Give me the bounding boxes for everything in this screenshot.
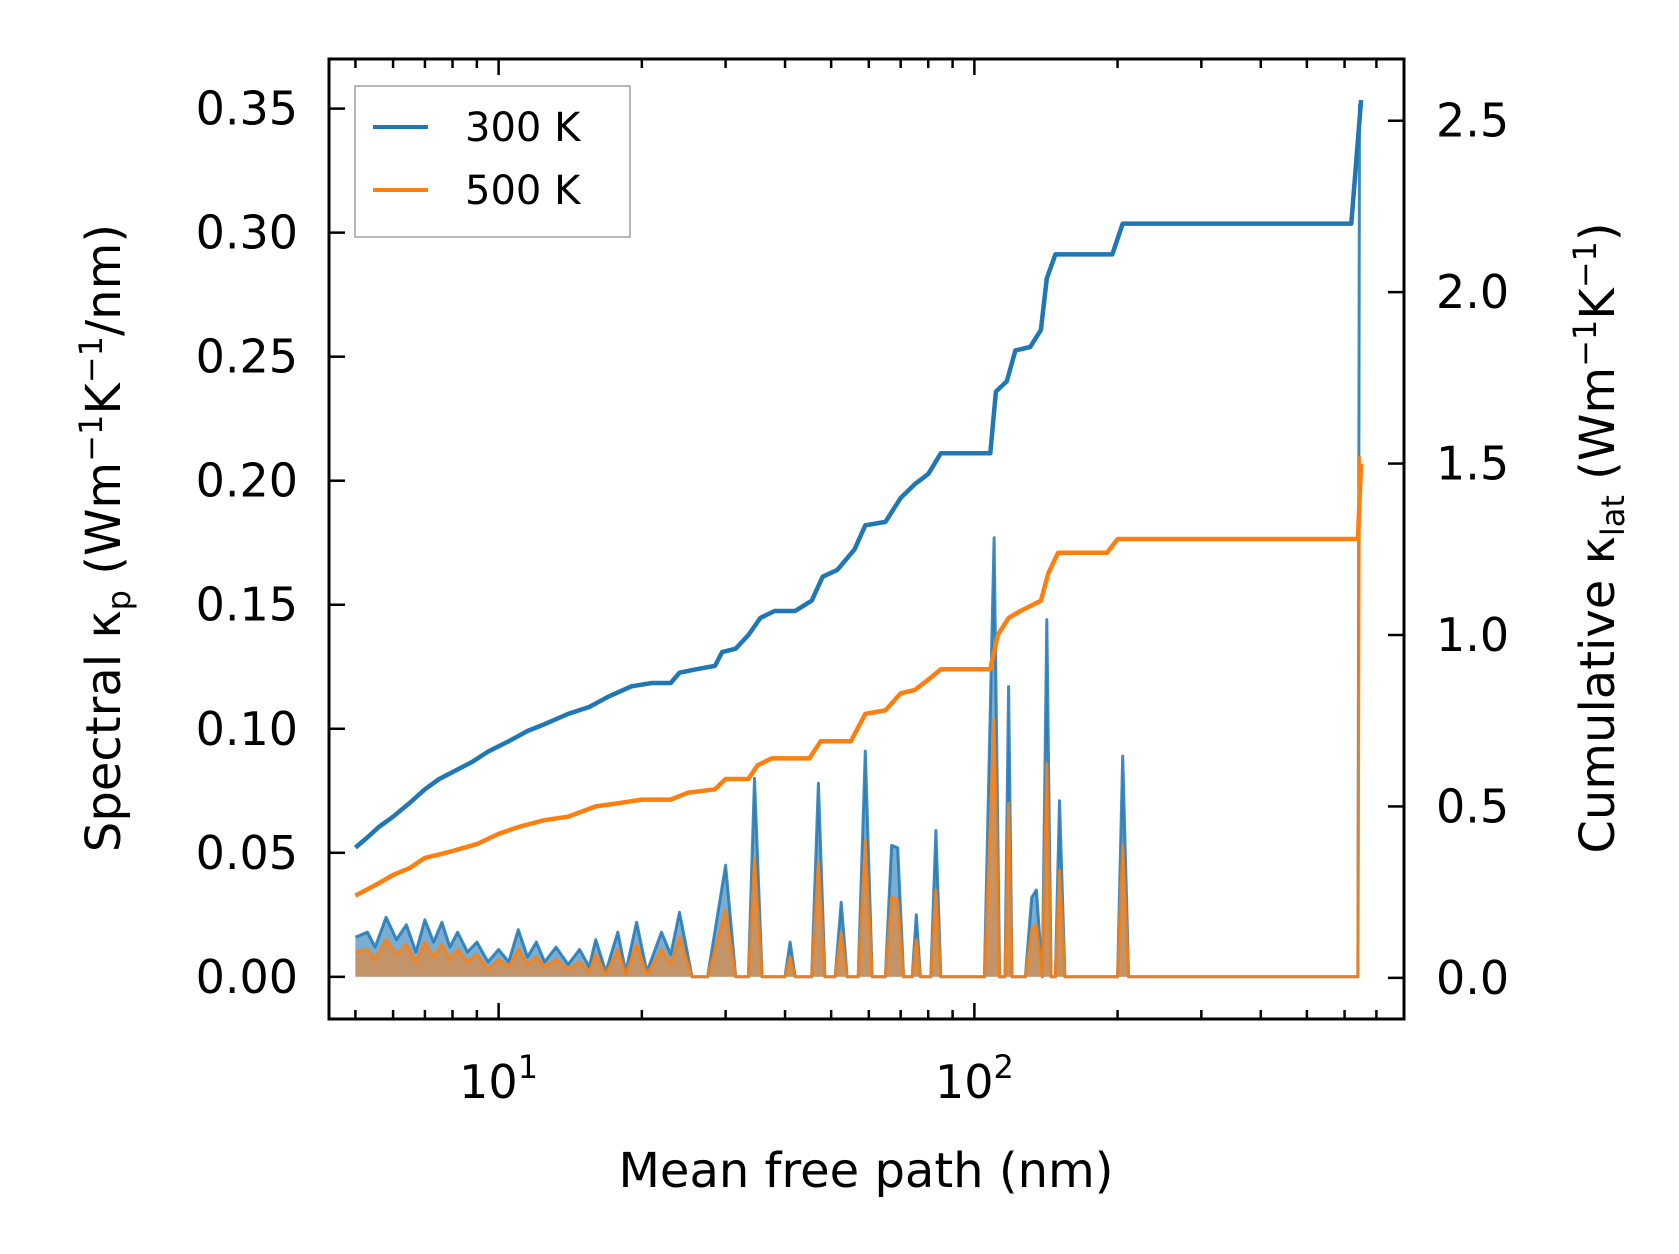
spectral-layer bbox=[354, 103, 1361, 979]
y-left-tick-label: 0.00 bbox=[196, 950, 298, 1004]
y-right-tick-label: 1.5 bbox=[1436, 437, 1509, 491]
cumulative-line-300k bbox=[353, 99, 1364, 850]
y-right-tick-label: 0.5 bbox=[1436, 779, 1509, 833]
legend-label-300k: 300 K bbox=[465, 105, 582, 151]
y-left-tick-label: 0.10 bbox=[196, 702, 298, 756]
legend-label-500k: 500 K bbox=[465, 168, 582, 214]
y-left-tick-label: 0.15 bbox=[196, 578, 298, 632]
cumulative-line-500k bbox=[354, 463, 1364, 898]
y-left-tick-label: 0.25 bbox=[196, 330, 298, 384]
cumulative-layer bbox=[353, 99, 1364, 898]
y-left-tick-label: 0.35 bbox=[196, 82, 298, 136]
y-right-tick-label: 0.0 bbox=[1436, 951, 1509, 1005]
y-left-axis-label: Spectral κp (Wm−1K−1/nm) bbox=[72, 224, 138, 852]
y-left-tick-label: 0.05 bbox=[196, 826, 298, 880]
y-right-tick-label: 1.0 bbox=[1436, 608, 1509, 662]
y-left-tick-label: 0.30 bbox=[196, 206, 298, 260]
plot-frame bbox=[327, 57, 1406, 1021]
y-right-tick-label: 2.5 bbox=[1436, 94, 1509, 148]
legend-box bbox=[354, 85, 631, 238]
y-right-tick-label: 2.0 bbox=[1436, 265, 1509, 319]
legend: 300 K 500 K bbox=[354, 85, 631, 238]
x-axis-label: Mean free path (nm) bbox=[619, 1143, 1114, 1199]
y-left-tick-label: 0.20 bbox=[196, 454, 298, 508]
y-right-axis-label: Cumulative κlat (Wm−1K−1) bbox=[1566, 222, 1632, 853]
y-right-tick-labels: 0.0 0.5 1.0 1.5 2.0 2.5 bbox=[1436, 94, 1509, 1005]
spectral-line-500k bbox=[355, 455, 1361, 979]
x-tick-label-100: 102 bbox=[935, 1048, 1014, 1109]
y-left-tick-labels: 0.00 0.05 0.10 0.15 0.20 0.25 0.30 0.35 bbox=[196, 82, 298, 1004]
x-tick-label-10: 101 bbox=[459, 1048, 538, 1109]
ticks-layer bbox=[329, 59, 1406, 1019]
